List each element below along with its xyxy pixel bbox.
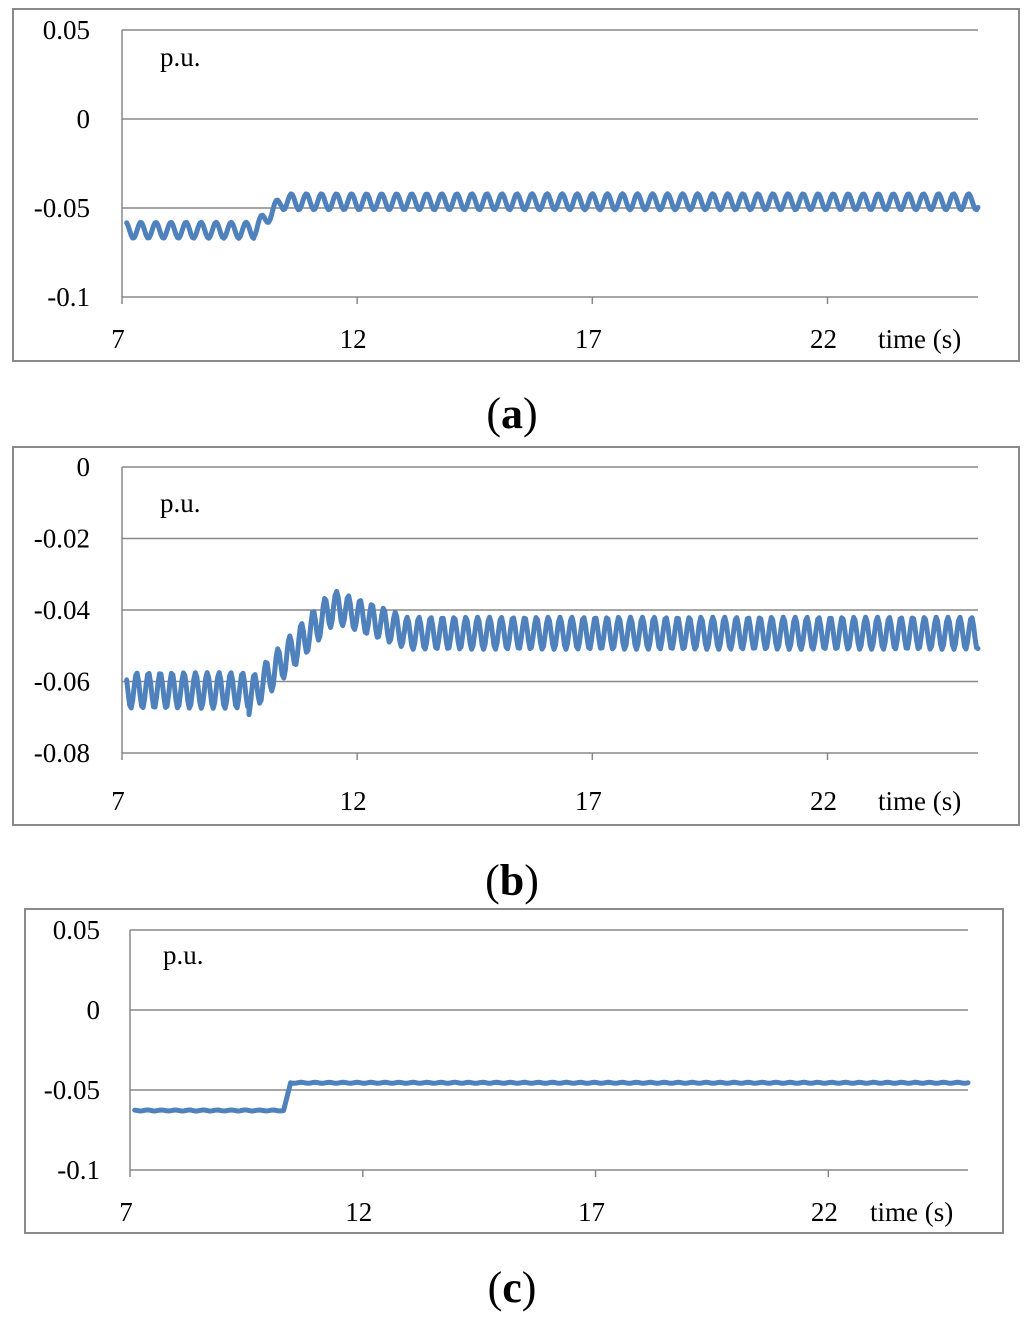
- x-tick-label: 22: [811, 1197, 838, 1227]
- y-tick-label: 0.05: [53, 915, 100, 945]
- y-tick-label: 0.05: [43, 15, 90, 45]
- y-tick-label: -0.04: [34, 595, 91, 625]
- y-tick-label: -0.05: [44, 1075, 100, 1105]
- x-axis-label: time (s): [878, 324, 961, 354]
- y-tick-label: 0: [77, 452, 91, 482]
- unit-label: p.u.: [160, 42, 201, 72]
- series-line: [124, 588, 981, 718]
- y-tick-label: -0.05: [34, 193, 90, 223]
- y-tick-label: -0.1: [57, 1155, 100, 1185]
- chart-a: 0.05 0 -0.05 -0.1 7 12 17 22 p.u. time (s): [34, 15, 981, 354]
- chart-frame-c: [24, 908, 1004, 1234]
- unit-label: p.u.: [160, 488, 201, 518]
- x-tick-label: 7: [111, 786, 125, 816]
- chart-frame-a: [12, 8, 1020, 362]
- y-tick-label: -0.02: [34, 524, 90, 554]
- caption-a-letter: a: [501, 389, 523, 438]
- chart-b: 0 -0.02 -0.04 -0.06 -0.08 7 12 17 22 p.u. time (s): [34, 452, 981, 816]
- y-tick-label: -0.1: [47, 282, 90, 312]
- caption-c-letter: c: [502, 1263, 522, 1312]
- x-tick-label: 22: [810, 324, 837, 354]
- y-tick-label: 0: [77, 104, 91, 134]
- x-tick-label: 7: [111, 324, 125, 354]
- caption-c: (c): [487, 1263, 537, 1312]
- y-tick-label: 0: [87, 995, 101, 1025]
- caption-a: (a): [486, 389, 538, 438]
- caption-b: (b): [485, 856, 539, 905]
- x-tick-label: 12: [340, 786, 367, 816]
- x-tick-label: 12: [345, 1197, 372, 1227]
- x-tick-label: 12: [340, 324, 367, 354]
- x-tick-label: 7: [119, 1197, 133, 1227]
- caption-b-letter: b: [499, 856, 525, 905]
- unit-label: p.u.: [163, 940, 204, 970]
- series-line: [132, 1079, 971, 1114]
- x-axis-label: time (s): [878, 786, 961, 816]
- y-tick-label: -0.08: [34, 738, 90, 768]
- y-tick-label: -0.06: [34, 667, 90, 697]
- x-tick-label: 22: [810, 786, 837, 816]
- x-tick-label: 17: [575, 324, 602, 354]
- chart-c: 0.05 0 -0.05 -0.1 7 12 17 22 p.u. time (s): [44, 915, 971, 1227]
- series-line: [124, 191, 981, 241]
- x-tick-label: 17: [575, 786, 602, 816]
- x-tick-label: 17: [578, 1197, 605, 1227]
- x-axis-label: time (s): [870, 1197, 953, 1227]
